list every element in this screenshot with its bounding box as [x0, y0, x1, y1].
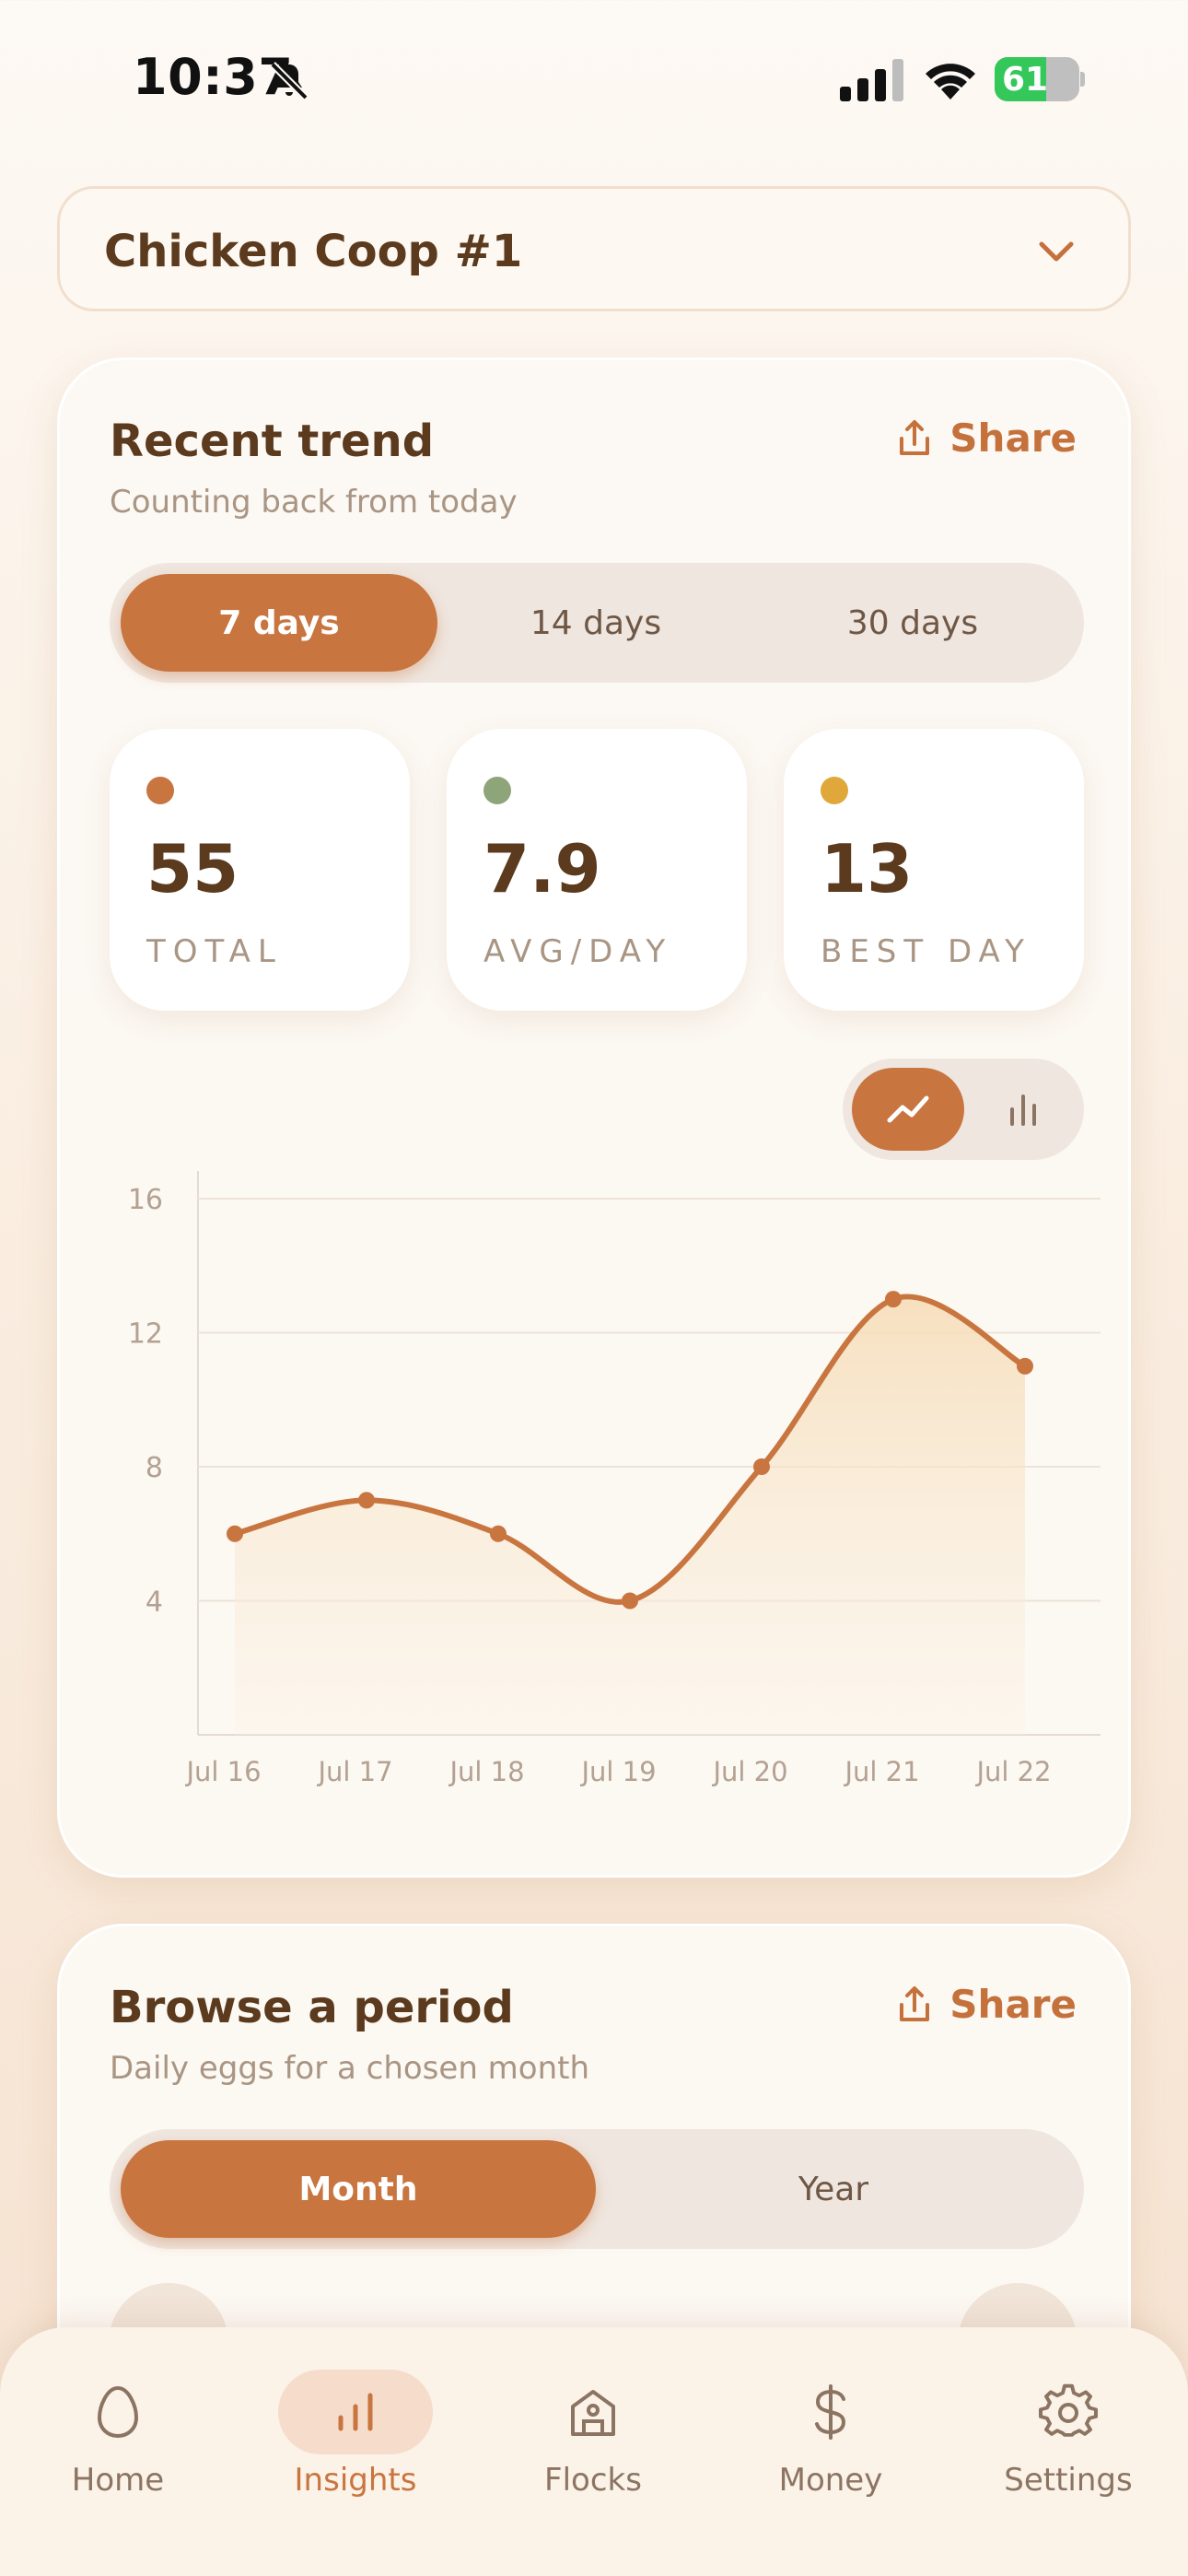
tab-flocks[interactable]: Flocks	[501, 2370, 685, 2535]
stat-dot	[146, 777, 174, 804]
chart-x-tick-label: Jul 21	[843, 1756, 919, 1787]
range-option-30-days[interactable]: 30 days	[846, 603, 979, 642]
stat-value: 7.9	[483, 830, 601, 907]
card-subtitle: Counting back from today	[110, 484, 518, 521]
chart-x-tick-label: Jul 18	[448, 1756, 524, 1787]
chart-data-point[interactable]	[622, 1592, 638, 1610]
tab-insights[interactable]: Insights	[263, 2370, 448, 2535]
range-option-14-days[interactable]: 14 days	[530, 603, 662, 642]
coop-selector-label: Chicken Coop #1	[104, 226, 523, 277]
chart-data-point[interactable]	[753, 1458, 770, 1475]
period-mode-segmented-control: Month Year	[110, 2129, 1084, 2249]
chart-data-point[interactable]	[227, 1525, 243, 1542]
share-label: Share	[949, 416, 1077, 461]
bar-chart-icon	[1010, 1095, 1036, 1126]
status-bar: 10:37 61	[0, 0, 1188, 161]
chart-y-tick-label: 16	[128, 1184, 163, 1216]
bar-chart-icon	[338, 2393, 373, 2431]
stat-avg-tile: 7.9 AVG/DAY	[447, 729, 747, 1011]
barn-icon	[571, 2390, 615, 2436]
chart-type-toggle	[843, 1059, 1084, 1160]
card-title: Recent trend	[110, 416, 435, 467]
share-icon	[900, 1985, 930, 2021]
chart-y-tick-label: 8	[146, 1452, 163, 1484]
chart-y-tick-label: 4	[146, 1587, 163, 1619]
card-title: Browse a period	[110, 1982, 514, 2033]
silent-bell-icon	[270, 62, 309, 100]
chart-x-tick-label: Jul 19	[579, 1756, 656, 1787]
tab-label: Flocks	[544, 2462, 642, 2499]
tab-label: Insights	[294, 2462, 417, 2499]
range-segmented-control: 7 days 14 days 30 days	[110, 563, 1084, 683]
tab-label: Settings	[1004, 2462, 1133, 2499]
chart-data-point[interactable]	[490, 1525, 507, 1542]
recent-trend-card: Recent trend Counting back from today Sh…	[57, 357, 1131, 1878]
mode-option-month[interactable]: Month	[121, 2140, 596, 2238]
egg-trend-chart: 4 8 12 16 Jul 16 Jul 17 Jul 18 Jul 19 Jul 20 Jul…	[128, 1171, 1101, 1787]
stat-label: AVG/DAY	[483, 933, 673, 970]
tab-label: Money	[778, 2462, 883, 2499]
stat-dot	[821, 777, 848, 804]
dollar-icon	[815, 2384, 846, 2440]
stat-label: TOTAL	[146, 933, 283, 970]
stat-dot	[483, 777, 511, 804]
tab-settings[interactable]: Settings	[976, 2370, 1160, 2535]
range-option-7-days[interactable]: 7 days	[121, 574, 437, 672]
stat-label: BEST DAY	[821, 933, 1031, 970]
share-icon	[900, 419, 930, 455]
chart-x-tick-label: Jul 22	[974, 1756, 1051, 1787]
share-label: Share	[949, 1982, 1077, 2027]
chevron-down-icon	[1039, 241, 1074, 262]
stat-value: 13	[821, 830, 914, 907]
chart-y-tick-label: 12	[128, 1318, 163, 1351]
tab-money[interactable]: Money	[739, 2370, 923, 2535]
line-chart-button[interactable]	[852, 1068, 964, 1151]
battery-percent: 61	[1002, 61, 1049, 99]
wifi-icon	[926, 64, 975, 100]
tab-bar: Home Insights Flocks Money	[0, 2327, 1188, 2576]
chart-data-point[interactable]	[885, 1291, 902, 1308]
chart-x-tick-label: Jul 20	[711, 1756, 787, 1787]
chart-data-point[interactable]	[358, 1492, 375, 1509]
coop-selector-dropdown[interactable]: Chicken Coop #1	[57, 186, 1131, 311]
egg-icon	[97, 2385, 139, 2439]
tab-home[interactable]: Home	[26, 2370, 210, 2535]
bar-chart-button[interactable]	[972, 1068, 1075, 1151]
chart-area-fill	[235, 1296, 1025, 1735]
stat-total-tile: 55 TOTAL	[110, 729, 410, 1011]
share-button[interactable]: Share	[896, 416, 1077, 461]
status-time: 10:37	[133, 48, 294, 106]
mode-option-year[interactable]: Year	[798, 2170, 869, 2208]
card-subtitle: Daily eggs for a chosen month	[110, 2050, 590, 2087]
chart-x-tick-label: Jul 16	[184, 1756, 261, 1787]
battery-icon: 61	[995, 57, 1085, 101]
cellular-signal-icon	[840, 59, 903, 101]
stat-best-day-tile: 13 BEST DAY	[784, 729, 1084, 1011]
gear-icon	[1039, 2383, 1098, 2437]
chart-x-tick-label: Jul 17	[316, 1756, 392, 1787]
tab-label: Home	[71, 2462, 165, 2499]
line-chart-icon	[887, 1095, 929, 1123]
stat-value: 55	[146, 830, 239, 907]
chart-data-point[interactable]	[1017, 1357, 1033, 1375]
share-button[interactable]: Share	[896, 1982, 1077, 2027]
